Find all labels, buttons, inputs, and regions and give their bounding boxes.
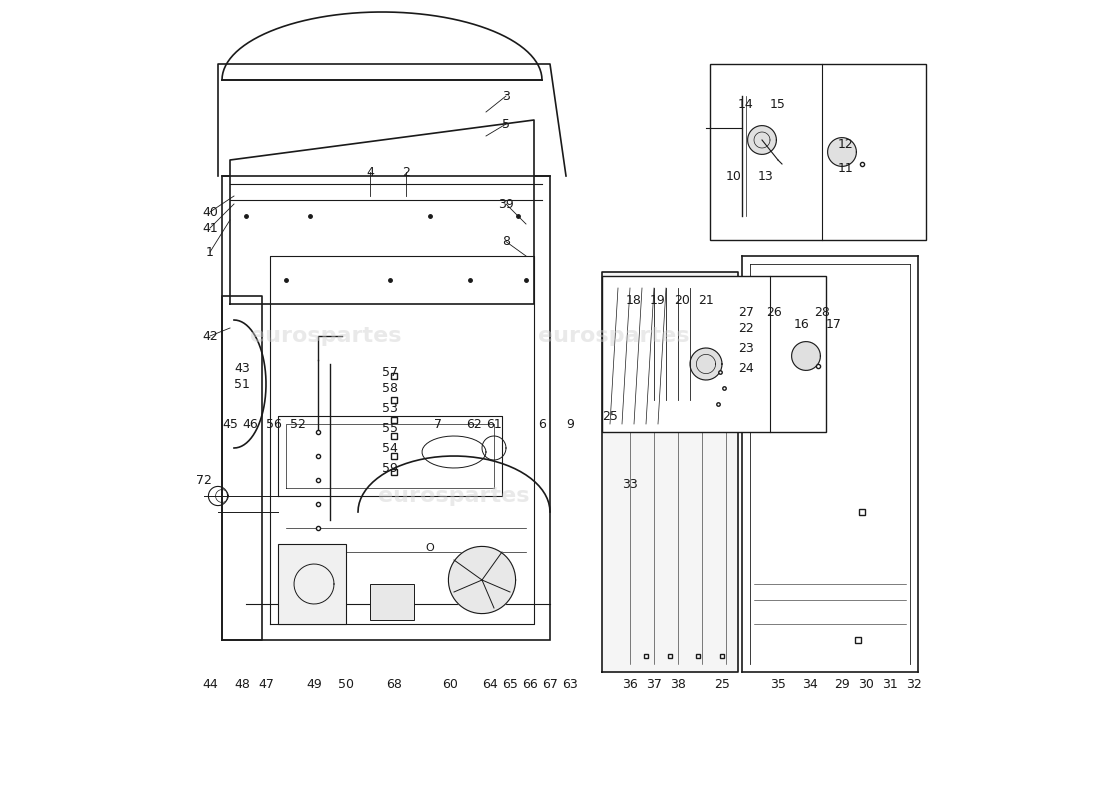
- Text: 64: 64: [482, 678, 498, 690]
- Text: 12: 12: [838, 138, 854, 150]
- Text: 2: 2: [403, 166, 410, 178]
- Text: 37: 37: [646, 678, 662, 690]
- Polygon shape: [602, 272, 738, 672]
- Text: 28: 28: [814, 306, 829, 318]
- Text: 18: 18: [626, 294, 642, 306]
- Text: 15: 15: [770, 98, 785, 110]
- Text: 24: 24: [738, 362, 754, 374]
- Text: 66: 66: [522, 678, 538, 690]
- Text: 72: 72: [197, 474, 212, 486]
- Text: 4: 4: [366, 166, 374, 178]
- Text: 17: 17: [826, 318, 842, 330]
- Text: O: O: [426, 543, 434, 553]
- Text: 49: 49: [306, 678, 322, 690]
- Text: 22: 22: [738, 322, 754, 334]
- Text: 7: 7: [434, 418, 442, 430]
- Text: 56: 56: [266, 418, 282, 430]
- Text: 48: 48: [234, 678, 250, 690]
- Text: 14: 14: [738, 98, 754, 110]
- Text: 61: 61: [486, 418, 502, 430]
- Text: 33: 33: [623, 478, 638, 490]
- Text: 1: 1: [206, 246, 213, 258]
- Text: 8: 8: [502, 235, 510, 248]
- Text: 40: 40: [202, 206, 218, 218]
- Text: 44: 44: [202, 678, 218, 690]
- Text: 65: 65: [502, 678, 518, 690]
- Text: 31: 31: [882, 678, 898, 690]
- Text: 36: 36: [623, 678, 638, 690]
- Text: 60: 60: [442, 678, 458, 690]
- Text: 57: 57: [382, 366, 398, 378]
- Text: 43: 43: [234, 362, 250, 374]
- Text: 23: 23: [738, 342, 754, 354]
- Text: 20: 20: [674, 294, 690, 306]
- Bar: [370, 584, 414, 620]
- Text: 10: 10: [726, 170, 741, 182]
- Text: 29: 29: [834, 678, 850, 690]
- Text: 59: 59: [382, 462, 398, 474]
- Text: eurospartes: eurospartes: [251, 326, 402, 346]
- Text: 6: 6: [538, 418, 546, 430]
- Text: 41: 41: [202, 222, 218, 234]
- Text: 32: 32: [906, 678, 922, 690]
- Text: 9: 9: [566, 418, 574, 430]
- Text: 35: 35: [770, 678, 785, 690]
- Text: eurospartes: eurospartes: [378, 486, 530, 506]
- Text: 58: 58: [382, 382, 398, 394]
- Bar: [602, 276, 826, 432]
- Bar: [278, 544, 346, 624]
- Text: 25: 25: [714, 678, 730, 690]
- Text: 50: 50: [338, 678, 354, 690]
- Text: 46: 46: [242, 418, 257, 430]
- Polygon shape: [748, 126, 777, 154]
- Text: 42: 42: [202, 330, 218, 342]
- Text: 25: 25: [602, 410, 618, 422]
- Polygon shape: [827, 138, 857, 166]
- Text: 38: 38: [670, 678, 686, 690]
- Text: 19: 19: [650, 294, 666, 306]
- Text: 13: 13: [758, 170, 774, 182]
- Text: eurospartes: eurospartes: [538, 326, 690, 346]
- Text: 34: 34: [802, 678, 818, 690]
- Text: 53: 53: [382, 402, 398, 414]
- Text: 16: 16: [794, 318, 810, 330]
- Text: 55: 55: [382, 422, 398, 434]
- Text: 63: 63: [562, 678, 578, 690]
- Polygon shape: [792, 342, 821, 370]
- Text: 27: 27: [738, 306, 754, 318]
- Polygon shape: [690, 348, 722, 380]
- Text: 54: 54: [382, 442, 398, 454]
- Text: 68: 68: [386, 678, 402, 690]
- Text: 62: 62: [466, 418, 482, 430]
- Text: 11: 11: [838, 162, 854, 174]
- Text: 30: 30: [858, 678, 873, 690]
- Text: 52: 52: [290, 418, 306, 430]
- Bar: [710, 64, 926, 240]
- Text: 67: 67: [542, 678, 558, 690]
- Text: 51: 51: [234, 378, 250, 390]
- Text: 47: 47: [258, 678, 274, 690]
- Polygon shape: [449, 546, 516, 614]
- Text: 45: 45: [222, 418, 238, 430]
- Text: 21: 21: [698, 294, 714, 306]
- Text: 3: 3: [502, 90, 510, 102]
- Polygon shape: [230, 120, 534, 304]
- Text: 26: 26: [766, 306, 782, 318]
- Text: 5: 5: [502, 118, 510, 130]
- Text: 39: 39: [498, 198, 514, 210]
